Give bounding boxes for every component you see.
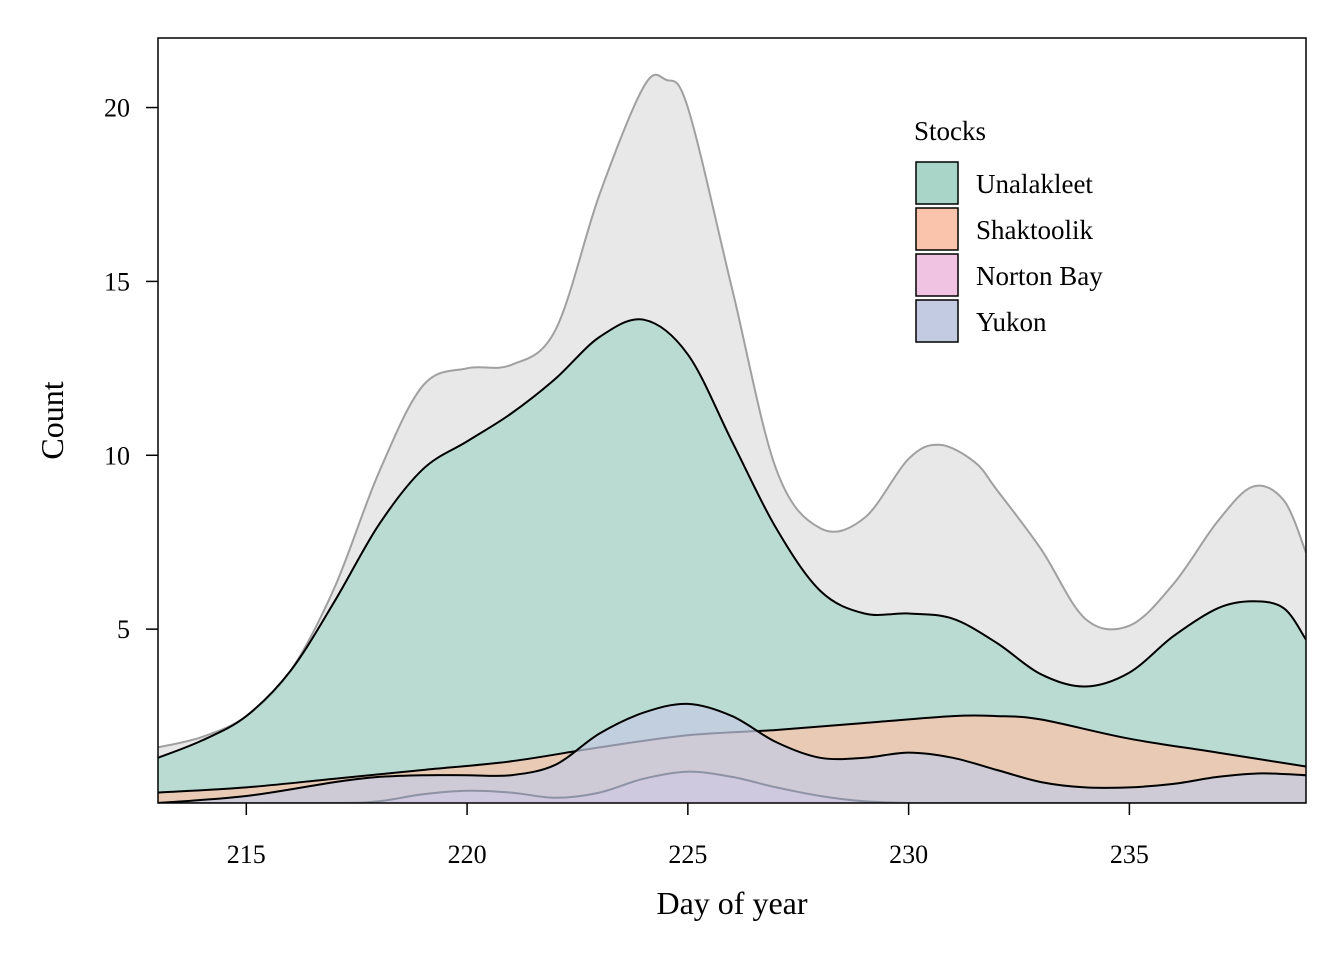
legend-swatch-unalakleet — [915, 161, 959, 205]
legend-swatch-norton-bay — [915, 253, 959, 297]
y-tick-label: 15 — [104, 267, 130, 296]
x-tick-label: 215 — [227, 840, 266, 869]
y-axis: 5 10 15 20 — [104, 94, 158, 644]
series-line-yukon — [158, 702, 1306, 803]
plot-frame — [157, 37, 1307, 804]
x-axis-title: Day of year — [656, 885, 807, 921]
x-tick-label: 225 — [668, 840, 707, 869]
legend: Stocks Unalakleet Shaktoolik Norton Bay Yuk… — [914, 116, 1103, 343]
series-area-yukon — [158, 703, 1306, 803]
y-axis-title: Count — [34, 381, 70, 459]
legend-swatch-shaktoolik — [915, 207, 959, 251]
total-line — [158, 73, 1306, 749]
series-area-unalakleet — [158, 319, 1306, 803]
y-tick-label: 5 — [117, 615, 130, 644]
series-line-unalakleet — [158, 318, 1306, 759]
y-tick-label: 10 — [104, 441, 130, 470]
y-tick-label: 20 — [104, 94, 130, 123]
legend-label-norton-bay: Norton Bay — [976, 261, 1103, 291]
plot-areas — [158, 73, 1306, 803]
legend-label-yukon: Yukon — [976, 307, 1047, 337]
x-tick-label: 235 — [1110, 840, 1149, 869]
x-axis: 215 220 225 230 235 — [227, 803, 1149, 869]
legend-swatch-yukon — [915, 299, 959, 343]
legend-label-shaktoolik: Shaktoolik — [976, 215, 1094, 245]
legend-label-unalakleet: Unalakleet — [976, 169, 1093, 199]
x-tick-label: 220 — [448, 840, 487, 869]
legend-title: Stocks — [914, 116, 986, 146]
x-tick-label: 230 — [889, 840, 928, 869]
series-line-shaktoolik — [158, 714, 1306, 794]
